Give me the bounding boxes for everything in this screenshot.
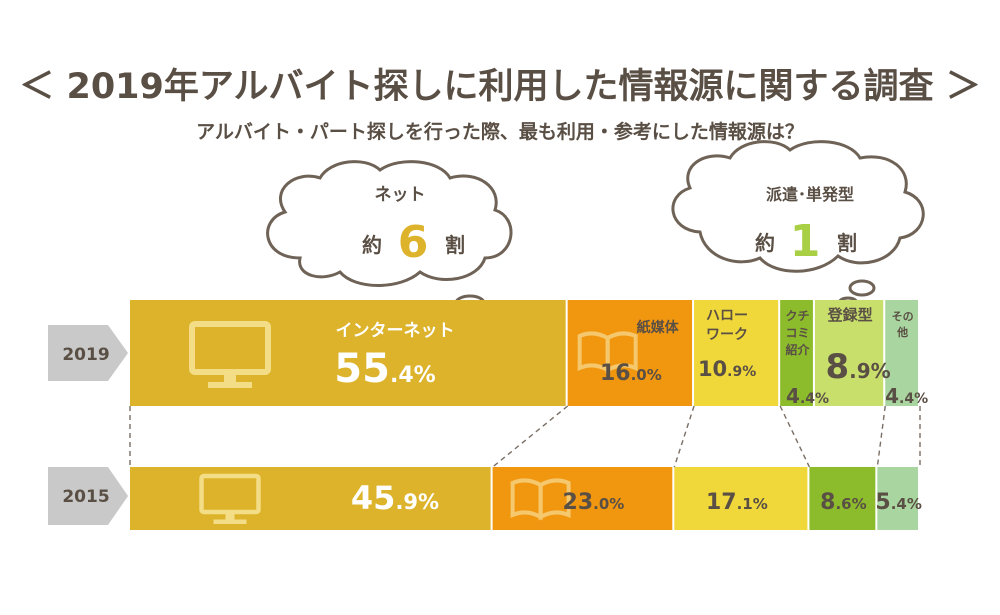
value-label-2015-internet: 45.9%	[351, 479, 439, 517]
callout-net-number: 6	[398, 217, 429, 268]
bar-2019-other	[885, 300, 918, 406]
segment-label-kuchikomi: コミ	[786, 326, 810, 340]
callout-net-suffix: 割	[445, 233, 465, 257]
callout-haken-top: 派遣･単発型	[766, 185, 854, 204]
value-label-2019-paper: 16.0%	[600, 361, 662, 386]
row-label-2015: 2015	[62, 487, 109, 507]
value-dec: .9%	[727, 364, 756, 380]
value-int: 8	[820, 490, 835, 515]
segment-label-internet: インターネット	[336, 321, 455, 341]
value-dec: .1%	[737, 495, 768, 513]
callout-haken-prefix: 約	[755, 231, 775, 255]
bar-2015-paper	[492, 467, 673, 530]
connector-line	[876, 405, 886, 468]
value-dec: .9%	[849, 359, 891, 383]
callout-haken-suffix: 割	[837, 231, 857, 255]
value-dec: .4%	[800, 391, 829, 407]
value-label-2019-internet: 55.4%	[334, 346, 435, 392]
value-int: 55	[334, 346, 390, 392]
bar-2019-internet	[130, 300, 566, 406]
segment-label-hellowork: ワーク	[706, 327, 748, 343]
bar-2015-kuchikomi_touroku	[809, 467, 876, 530]
callout-net-top: ネット	[375, 185, 426, 205]
value-dec: .4%	[390, 363, 436, 388]
value-int: 17	[706, 490, 737, 515]
segment-label-paper: 紙媒体	[637, 319, 680, 336]
value-dec: .4%	[899, 391, 928, 407]
value-int: 23	[563, 490, 594, 515]
value-label-2019-other: 4.4%	[885, 384, 928, 408]
value-dec: .9%	[395, 490, 439, 514]
segment-label-kuchikomi: 紹介	[786, 342, 811, 357]
value-label-2019-hellowork: 10.9%	[698, 357, 756, 381]
bar-2015-other	[877, 467, 918, 530]
value-label-2019-kuchikomi: 4.4%	[786, 384, 829, 408]
bar-2015-internet	[130, 467, 491, 530]
segment-label-kuchikomi: クチ	[786, 309, 810, 323]
row-label-2019: 2019	[62, 345, 109, 365]
bar-2019-touroku	[814, 300, 884, 406]
value-int: 45	[351, 479, 396, 517]
value-dec: .4%	[891, 495, 922, 513]
value-label-2015-paper: 23.0%	[563, 490, 625, 515]
value-dec: .6%	[835, 495, 866, 513]
segment-label-hellowork: ハロー	[706, 308, 748, 324]
row-label-shape-2019	[48, 325, 128, 381]
segment-label-other: 他	[896, 325, 908, 339]
bar-2019-kuchikomi	[780, 300, 813, 406]
value-int: 10	[698, 357, 727, 381]
value-label-2015-kuchikomi_touroku: 8.6%	[820, 490, 866, 515]
value-dec: .0%	[631, 366, 662, 384]
value-int: 5	[875, 490, 890, 515]
bar-2019-hellowork	[694, 300, 779, 406]
page-title: ＜ 2019年アルバイト探しに利用した情報源に関する調査 ＞	[19, 67, 981, 107]
value-label-2015-hellowork: 17.1%	[706, 490, 768, 515]
value-int: 16	[600, 361, 631, 386]
segment-label-other: その	[892, 310, 914, 323]
bar-2019-paper	[567, 300, 693, 406]
value-int: 4	[885, 384, 899, 408]
value-label-2019-touroku: 8.9%	[825, 347, 890, 387]
bar-2015-hellowork	[674, 467, 808, 530]
row-label-shape-2015	[48, 467, 128, 525]
value-label-2015-other: 5.4%	[875, 490, 921, 515]
value-int: 4	[786, 384, 800, 408]
value-dec: .0%	[593, 495, 624, 513]
callout-haken-number: 1	[790, 216, 821, 267]
connector-line	[779, 405, 811, 468]
bars-group: インターネット55.4%紙媒体16.0%ハローワーク10.9%クチコミ紹介4.4…	[129, 300, 928, 530]
page-subtitle: アルバイト・パート探しを行った際、最も利用・参考にした情報源は？	[196, 121, 804, 143]
value-int: 8	[825, 347, 849, 387]
callout-net-prefix: 約	[362, 233, 382, 257]
segment-label-touroku: 登録型	[827, 306, 873, 324]
connector-line	[673, 405, 695, 468]
connector-line	[492, 405, 569, 468]
